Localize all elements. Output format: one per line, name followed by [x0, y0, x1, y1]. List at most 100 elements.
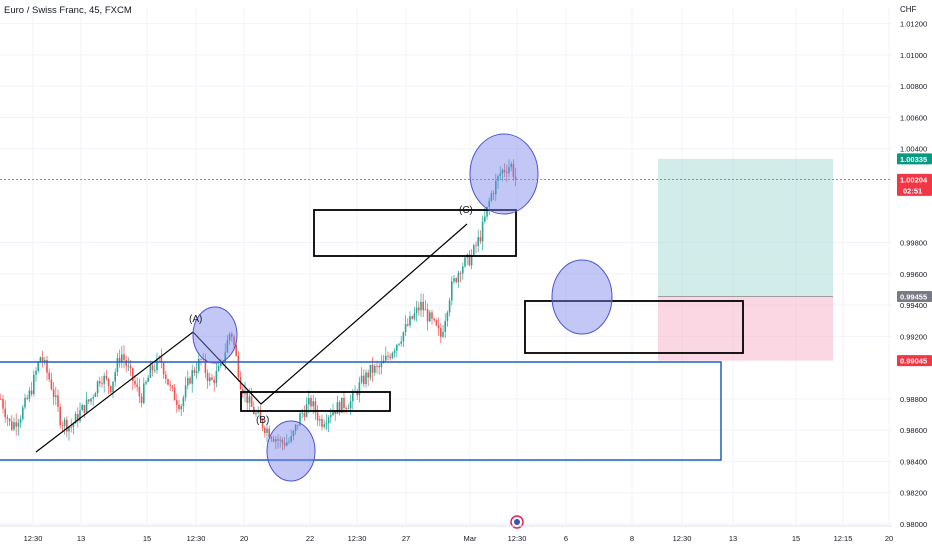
- take-profit-tag: 1.00335: [900, 155, 927, 164]
- candle-body: [281, 439, 284, 443]
- y-tick-label: 1.01000: [900, 51, 927, 60]
- candle-body: [39, 357, 42, 363]
- candle-body: [63, 419, 66, 426]
- candle-body: [365, 372, 367, 385]
- candle-body: [215, 370, 218, 384]
- candle-body: [272, 438, 275, 442]
- y-tick-label: 1.00600: [900, 113, 927, 122]
- candle-body: [46, 359, 48, 373]
- y-tick-label: 0.98400: [900, 457, 927, 466]
- candle-body: [202, 358, 204, 360]
- candle-body: [404, 324, 407, 333]
- candle-body: [506, 172, 508, 174]
- candle-body: [8, 418, 11, 422]
- candle-body: [290, 436, 292, 442]
- candle-body: [48, 372, 50, 380]
- candle-body: [292, 431, 295, 437]
- candle-body: [376, 365, 378, 367]
- entry-price-tag-bg: [897, 290, 932, 302]
- candle-body: [233, 336, 235, 346]
- candle-body: [391, 353, 394, 358]
- candle-body: [2, 399, 4, 409]
- candle-body: [162, 362, 165, 375]
- stop-loss-tag-bg: [897, 355, 932, 367]
- candle-body: [72, 423, 75, 428]
- candle-body: [167, 378, 169, 385]
- candle-body: [446, 312, 449, 321]
- wave-label-b: (B): [256, 415, 269, 426]
- candle-body: [206, 372, 209, 382]
- candle-body: [50, 379, 53, 390]
- candle-body: [495, 180, 497, 195]
- candle-body: [22, 407, 24, 420]
- candle-body: [440, 328, 442, 337]
- candle-body: [6, 417, 9, 419]
- candle-body: [435, 320, 438, 326]
- candle-body: [169, 384, 171, 386]
- candle-body: [312, 401, 314, 407]
- candle-body: [422, 301, 424, 311]
- candle-body: [182, 397, 185, 407]
- candle-body: [363, 375, 365, 385]
- candle-body: [343, 397, 345, 409]
- take-profit-zone: [658, 158, 833, 297]
- candle-body: [129, 365, 132, 369]
- candle-body: [220, 362, 222, 366]
- candle-body: [237, 355, 240, 378]
- target-box: [524, 300, 744, 354]
- candle-body: [30, 390, 33, 395]
- current-price-tag-bg: [897, 173, 932, 196]
- candle-body: [310, 397, 312, 407]
- candle-body: [341, 397, 343, 413]
- candle-body: [332, 411, 334, 416]
- candle-body: [512, 163, 515, 177]
- time-axis: 12:30 13 15 12:30 20 22 12:30 27 Mar 12:30 6 8 12:30…: [0, 525, 893, 543]
- candle-body: [303, 412, 306, 417]
- candle-body: [301, 412, 303, 414]
- candle-body: [330, 415, 332, 418]
- candle-body: [477, 237, 479, 246]
- candle-body: [160, 356, 163, 363]
- y-tick-label: 0.99800: [900, 239, 927, 248]
- candle-body: [288, 441, 290, 443]
- entry-price-tag: 0.99455: [900, 292, 927, 301]
- candle-body: [385, 355, 387, 361]
- currency-label: CHF: [900, 5, 917, 14]
- candle-body: [367, 372, 369, 378]
- candle-body: [17, 422, 20, 427]
- candle-body: [451, 281, 453, 301]
- candle-body: [96, 381, 99, 394]
- y-tick-label: 0.98200: [900, 489, 927, 498]
- candle-body: [492, 193, 495, 195]
- y-tick-label: 0.99600: [900, 270, 927, 279]
- candle-body: [420, 301, 422, 311]
- candle-body: [195, 371, 198, 373]
- candle-body: [165, 374, 167, 379]
- candle-body: [411, 316, 413, 319]
- x-tick-label: 12:30: [24, 534, 43, 543]
- candle-body: [143, 383, 145, 403]
- candle-body: [140, 396, 143, 403]
- candle-body: [134, 380, 136, 385]
- candle-body: [85, 399, 88, 413]
- candle-body: [70, 426, 72, 428]
- candle-body: [338, 402, 341, 413]
- candle-body: [176, 400, 178, 405]
- candle-body: [283, 442, 286, 446]
- circle-c: [469, 133, 539, 215]
- candle-body: [79, 410, 81, 421]
- candle-body: [52, 389, 55, 398]
- circle-a: [192, 306, 238, 364]
- candle-body: [259, 411, 262, 420]
- y-tick-label: 1.01200: [900, 20, 927, 29]
- candle-body: [228, 333, 231, 341]
- candle-body: [26, 397, 28, 399]
- candle-body: [261, 419, 264, 428]
- candle-body: [503, 169, 506, 173]
- candle-body: [151, 365, 154, 371]
- candle-body: [393, 350, 396, 354]
- y-tick-label: 0.99200: [900, 332, 927, 341]
- x-tick-label: 15: [143, 534, 151, 543]
- candle-body: [193, 370, 196, 373]
